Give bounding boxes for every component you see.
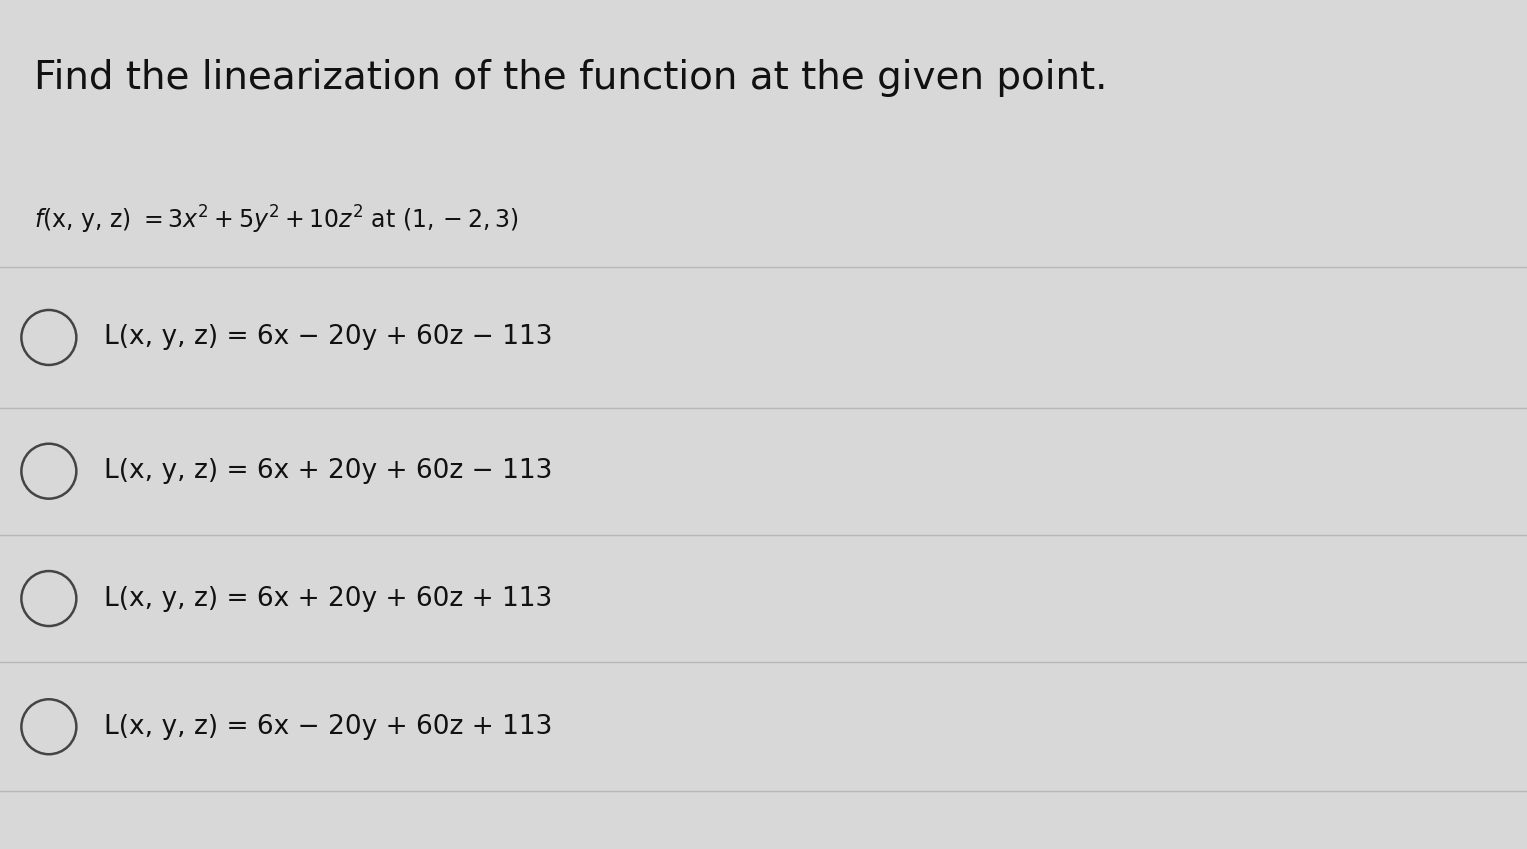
Text: $f$(x, y, z) $= 3x^{2} + 5y^{2} + 10z^{2}$ at $(1, -2, 3)$: $f$(x, y, z) $= 3x^{2} + 5y^{2} + 10z^{2… — [34, 204, 518, 236]
Text: L(x, y, z) = 6x − 20y + 60z + 113: L(x, y, z) = 6x − 20y + 60z + 113 — [104, 714, 553, 739]
Text: L(x, y, z) = 6x + 20y + 60z + 113: L(x, y, z) = 6x + 20y + 60z + 113 — [104, 586, 553, 611]
Text: Find the linearization of the function at the given point.: Find the linearization of the function a… — [34, 59, 1107, 98]
Text: L(x, y, z) = 6x − 20y + 60z − 113: L(x, y, z) = 6x − 20y + 60z − 113 — [104, 324, 553, 351]
Text: L(x, y, z) = 6x + 20y + 60z − 113: L(x, y, z) = 6x + 20y + 60z − 113 — [104, 458, 553, 484]
